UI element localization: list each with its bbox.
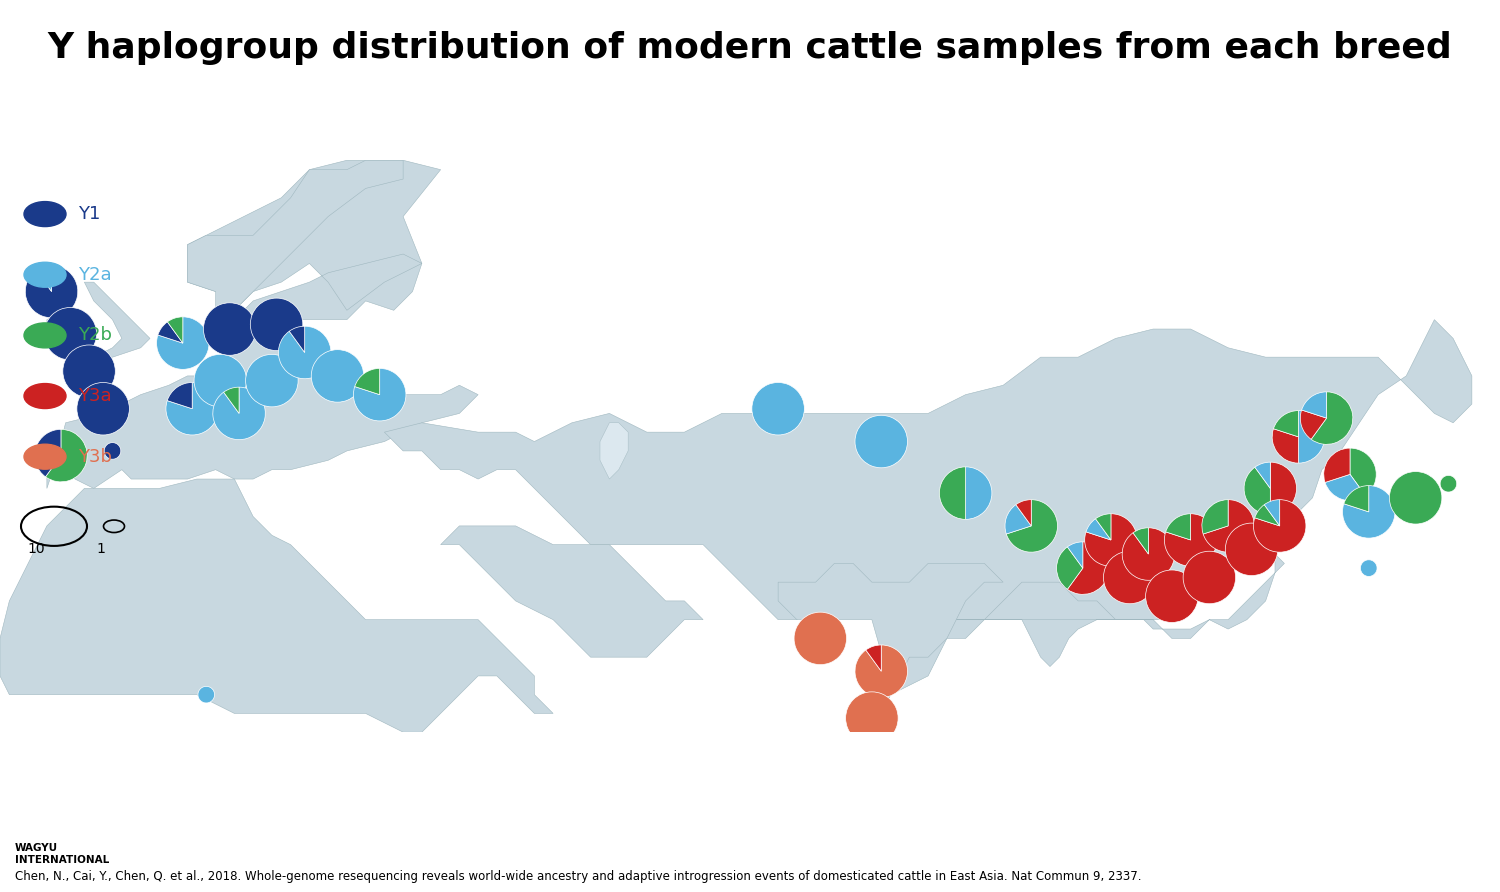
Wedge shape [966, 467, 992, 519]
Text: Y3b: Y3b [78, 448, 112, 466]
Wedge shape [1254, 500, 1306, 552]
Wedge shape [1389, 472, 1441, 524]
Wedge shape [794, 612, 846, 665]
Wedge shape [846, 692, 898, 744]
Text: 1: 1 [96, 542, 105, 556]
Wedge shape [1202, 500, 1228, 534]
Polygon shape [46, 310, 84, 348]
Polygon shape [441, 526, 704, 657]
Wedge shape [1104, 551, 1156, 604]
Wedge shape [251, 298, 303, 351]
Wedge shape [45, 429, 87, 482]
Wedge shape [224, 387, 238, 413]
Wedge shape [34, 429, 62, 477]
Wedge shape [168, 317, 183, 343]
Text: WAGYU
INTERNATIONAL: WAGYU INTERNATIONAL [15, 843, 110, 864]
Wedge shape [158, 322, 183, 343]
Wedge shape [290, 326, 304, 352]
Wedge shape [1300, 410, 1326, 440]
Wedge shape [1084, 514, 1137, 566]
Wedge shape [1146, 570, 1198, 623]
Wedge shape [246, 354, 298, 407]
Polygon shape [46, 161, 479, 489]
Wedge shape [166, 383, 219, 435]
Text: 10: 10 [27, 542, 45, 556]
Text: Y2b: Y2b [78, 326, 112, 344]
Wedge shape [156, 317, 209, 369]
Wedge shape [1016, 500, 1032, 526]
Wedge shape [1360, 560, 1377, 576]
Polygon shape [84, 282, 150, 357]
Wedge shape [1350, 448, 1376, 496]
Wedge shape [1256, 462, 1270, 489]
Wedge shape [279, 326, 332, 379]
Wedge shape [1254, 505, 1280, 526]
Wedge shape [1342, 485, 1395, 538]
Wedge shape [1005, 505, 1032, 534]
Wedge shape [1203, 500, 1254, 552]
Wedge shape [194, 354, 246, 407]
Wedge shape [213, 387, 266, 440]
Wedge shape [44, 308, 96, 360]
Polygon shape [600, 423, 628, 479]
Wedge shape [1324, 448, 1350, 483]
Wedge shape [76, 383, 129, 435]
Wedge shape [354, 368, 380, 394]
Wedge shape [1086, 519, 1112, 540]
Wedge shape [1164, 514, 1216, 566]
Text: Y2a: Y2a [78, 266, 111, 284]
Wedge shape [312, 350, 363, 402]
Wedge shape [1324, 475, 1365, 500]
Wedge shape [36, 265, 51, 292]
Wedge shape [1244, 467, 1270, 515]
Polygon shape [0, 479, 554, 732]
Polygon shape [384, 319, 1472, 732]
Wedge shape [1299, 410, 1324, 463]
Wedge shape [26, 265, 78, 318]
Wedge shape [104, 442, 122, 459]
Wedge shape [1440, 475, 1456, 492]
Wedge shape [1311, 392, 1353, 444]
Wedge shape [198, 686, 214, 703]
Wedge shape [1132, 528, 1149, 554]
Wedge shape [1068, 541, 1083, 568]
Wedge shape [855, 645, 907, 698]
Wedge shape [855, 416, 907, 467]
Text: Chen, N., Cai, Y., Chen, Q. et al., 2018. Whole-genome resequencing reveals worl: Chen, N., Cai, Y., Chen, Q. et al., 2018… [15, 870, 1142, 883]
Text: Y haplogroup distribution of modern cattle samples from each breed: Y haplogroup distribution of modern catt… [48, 31, 1452, 65]
Wedge shape [1007, 500, 1058, 552]
Polygon shape [778, 564, 1004, 732]
Wedge shape [1226, 523, 1278, 575]
Wedge shape [752, 383, 804, 435]
Wedge shape [354, 368, 407, 421]
Wedge shape [1095, 514, 1112, 540]
Polygon shape [188, 161, 404, 310]
Wedge shape [1122, 528, 1174, 581]
Text: Y3a: Y3a [78, 387, 111, 405]
Wedge shape [1264, 500, 1280, 526]
Wedge shape [1166, 514, 1191, 540]
Wedge shape [1056, 547, 1083, 590]
Wedge shape [1272, 429, 1299, 463]
Wedge shape [166, 383, 192, 409]
Wedge shape [204, 302, 257, 355]
Wedge shape [1068, 541, 1108, 594]
Wedge shape [939, 467, 966, 519]
Wedge shape [1270, 462, 1296, 515]
Wedge shape [1302, 392, 1326, 418]
Wedge shape [1184, 551, 1236, 604]
Text: Y1: Y1 [78, 205, 101, 223]
Wedge shape [865, 645, 882, 671]
Wedge shape [1274, 410, 1299, 437]
Wedge shape [1344, 485, 1368, 512]
Wedge shape [63, 345, 116, 398]
